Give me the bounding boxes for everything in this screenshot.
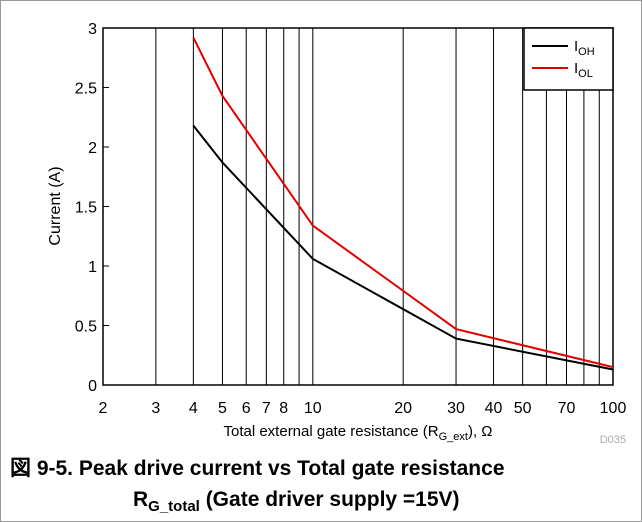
legend-label: IOH xyxy=(574,38,595,58)
x-tick-label: 5 xyxy=(218,400,227,417)
y-tick-label: 1.5 xyxy=(75,200,97,217)
y-axis-label: Current (A) xyxy=(47,166,64,245)
series-line xyxy=(192,124,614,371)
x-tick-label: 100 xyxy=(600,400,627,417)
legend-label-main: I xyxy=(574,60,578,77)
caption-sub: G_total xyxy=(148,498,200,515)
x-label-sub: G_ext xyxy=(439,431,468,443)
x-tick-label: 40 xyxy=(485,400,503,417)
caption: RG_total (Gate driver supply =15V) xyxy=(133,488,460,515)
x-tick-label: 20 xyxy=(394,400,412,417)
x-axis-label: Total external gate resistance (RG_ext),… xyxy=(223,423,492,443)
x-label-part: ), Ω xyxy=(468,423,493,440)
legend-label-sub: OH xyxy=(578,46,595,58)
caption: 図 9-5. Peak drive current vs Total gate … xyxy=(10,457,505,480)
y-tick-label: 2 xyxy=(88,140,97,157)
x-tick-label: 30 xyxy=(447,400,465,417)
x-tick-label: 6 xyxy=(242,400,251,417)
x-tick-label: 10 xyxy=(304,400,322,417)
legend-label: IOL xyxy=(574,60,593,80)
x-tick-label: 2 xyxy=(99,400,108,417)
plot-frame xyxy=(102,27,614,386)
legend-label-sub: OL xyxy=(578,68,593,80)
y-tick-label: 3 xyxy=(88,21,97,38)
caption-part: (Gate driver supply =15V) xyxy=(200,488,460,511)
series-line xyxy=(192,37,614,369)
x-tick-label: 50 xyxy=(514,400,532,417)
x-tick-label: 70 xyxy=(558,400,576,417)
caption-part: R xyxy=(133,488,148,511)
x-tick-label: 4 xyxy=(189,400,198,417)
legend-label-main: I xyxy=(574,38,578,55)
x-tick-label: 8 xyxy=(279,400,288,417)
x-tick-label: 7 xyxy=(262,400,271,417)
y-tick-label: 0 xyxy=(88,378,97,395)
figure-code: D035 xyxy=(600,434,626,446)
y-tick-label: 0.5 xyxy=(75,319,97,336)
legend-box xyxy=(523,27,614,91)
y-tick-label: 2.5 xyxy=(75,81,97,98)
x-tick-label: 3 xyxy=(151,400,160,417)
y-tick-label: 1 xyxy=(88,259,97,276)
x-label-part: Total external gate resistance (R xyxy=(223,423,438,440)
